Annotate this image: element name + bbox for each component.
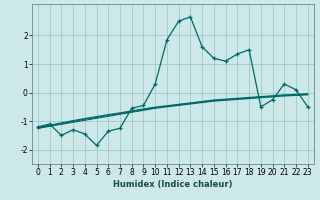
X-axis label: Humidex (Indice chaleur): Humidex (Indice chaleur) <box>113 180 233 189</box>
